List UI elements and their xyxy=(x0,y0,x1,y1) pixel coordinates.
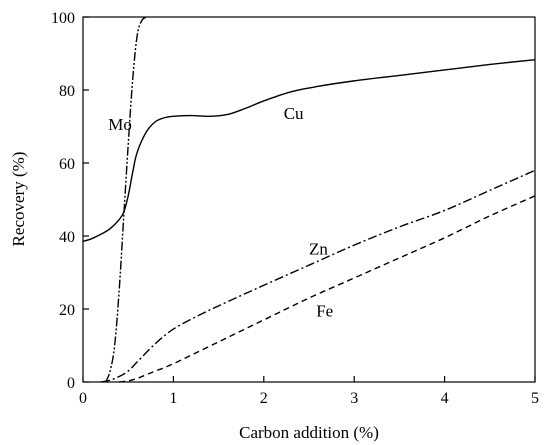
x-tick-label: 2 xyxy=(260,390,268,407)
y-tick-label: 80 xyxy=(59,83,75,100)
series-line-cu xyxy=(82,59,536,243)
series-label-cu: Cu xyxy=(284,104,304,123)
y-tick-label: 100 xyxy=(51,10,75,27)
x-axis-ticks: 0 1 2 3 4 5 xyxy=(79,376,539,407)
x-tick-label: 5 xyxy=(531,390,539,407)
x-tick-label: 1 xyxy=(169,390,177,407)
y-tick-label: 20 xyxy=(59,302,75,319)
y-axis-label: Recovery (%) xyxy=(9,152,28,247)
series-layer xyxy=(82,16,536,383)
series-line-zn xyxy=(100,169,536,383)
y-tick-label: 40 xyxy=(59,229,75,246)
y-tick-label: 60 xyxy=(59,156,75,173)
x-tick-label: 4 xyxy=(441,390,449,407)
x-tick-label: 0 xyxy=(79,390,87,407)
series-line-fe xyxy=(119,195,536,383)
x-axis-label: Carbon addition (%) xyxy=(239,423,379,442)
series-line-mo xyxy=(104,16,147,383)
plot-frame xyxy=(82,16,536,383)
series-label-zn: Zn xyxy=(309,239,328,258)
y-tick-label: 0 xyxy=(67,375,75,392)
x-tick-label: 3 xyxy=(350,390,358,407)
series-label-mo: Mo xyxy=(108,115,132,134)
series-label-fe: Fe xyxy=(316,301,333,320)
y-axis-ticks: 0 20 40 60 80 100 xyxy=(51,10,89,392)
annotation-layer: Mo Cu Zn Fe xyxy=(108,104,333,320)
